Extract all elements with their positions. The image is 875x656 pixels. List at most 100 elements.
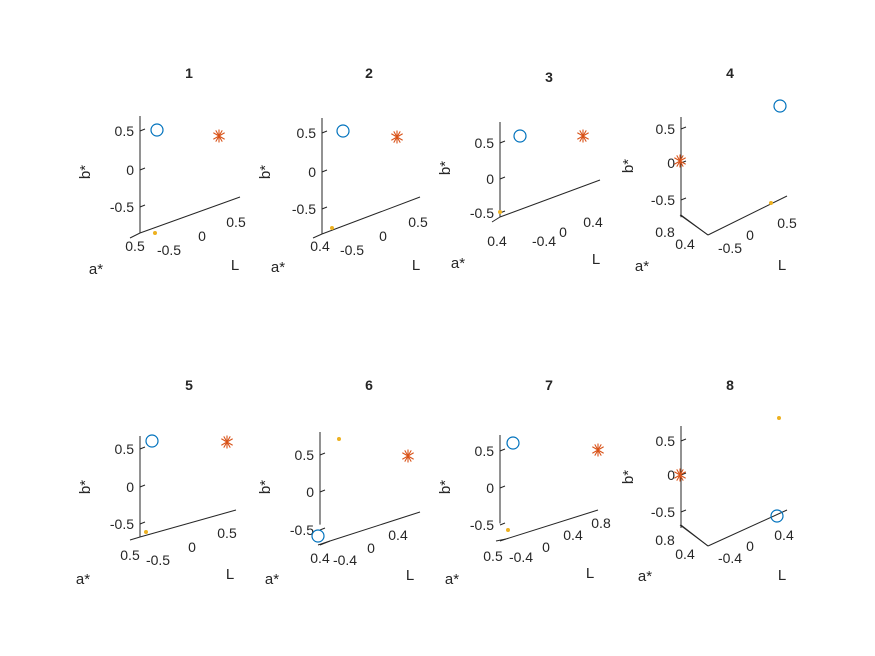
l-axis-label: L [778,567,786,584]
z-tick-label: 0.5 [295,447,315,463]
a-axis-label: a* [76,571,90,588]
subplot-5: 5 0.5 0 -0.5 -0.5 0 0.5 0.5 La* b* [76,377,237,588]
subplot-7: 7 0.5 0 -0.5 -0.4 0 0.4 0.8 0.5 La* b* [437,377,611,588]
star-stroke [393,131,401,143]
l-axis-label: L [231,257,239,274]
dot-marker [153,231,157,235]
z-tick-mark [139,521,146,525]
star-marker [674,154,686,168]
l-axis-label: L [586,565,594,582]
dot-marker [330,226,334,230]
star-stroke [579,130,587,142]
dot-marker [506,528,510,532]
b-axis-label: b* [77,480,94,494]
subplot-3: 30.50-0.5-0.400.40.4La*b* [437,69,603,272]
z-tick-label: 0 [486,171,494,187]
a-axis-label: a* [265,571,279,588]
star-stroke [594,444,602,456]
a-axis-front-line [491,216,501,223]
l-tick-label: 0.4 [388,527,408,543]
z-tick-mark [319,527,326,531]
circle-marker [770,509,784,523]
z-tick-mark [139,484,146,488]
z-tick-mark [680,126,687,130]
l-tick-label: -0.4 [509,549,533,565]
a-axis-front-line [317,540,331,546]
a-tick-label: 0.5 [125,238,145,254]
circle-marker [773,99,787,113]
z-tick-label: -0.5 [292,201,316,217]
z-tick-label: 0.5 [297,125,317,141]
a-axis-front-line [679,524,709,547]
l-tick-label: -0.4 [718,550,742,566]
dot-marker [498,210,502,214]
a-tick-label: 0.4 [487,233,507,249]
l-axis-line [139,196,241,234]
l-axis-line [329,511,421,542]
l-tick-label: 0.5 [226,214,246,230]
l-tick-label: -0.4 [532,233,556,249]
l-tick-label: -0.5 [718,240,742,256]
dot-marker [144,530,148,534]
a-tick-label: -0.5 [340,242,364,258]
l-tick-label: 0 [198,228,206,244]
z-tick-label: -0.5 [110,199,134,215]
z-tick-mark [321,130,328,134]
z-tick-mark [319,489,326,493]
b-axis-label: b* [257,165,274,179]
l-tick-label: 0.4 [563,527,583,543]
a-tick-label: 0.4 [675,546,695,562]
z-tick-mark [499,448,506,452]
z-tick-label: 0.5 [475,443,495,459]
a-tick-label: 0.4 [310,550,330,566]
b-axis-label: b* [437,161,454,175]
z-tick-mark [680,438,687,442]
subplot-title: 8 [726,377,734,393]
z-tick-mark [139,446,146,450]
subplot-title: 5 [185,377,193,393]
z-tick-mark [680,509,687,513]
l-tick-label: 0 [367,540,375,556]
z-tick-label: 0.5 [656,121,676,137]
z-tick-mark [139,204,146,208]
l-axis-line [321,196,421,235]
z-tick-label: 0.5 [115,123,135,139]
circle-marker [513,129,527,143]
a-tick-label: -0.5 [157,242,181,258]
circle-marker [145,434,159,448]
l-axis-label: L [226,566,234,583]
subplot-4: 40.50-0.5-0.500.50.80.4La*b* [620,65,797,275]
l-tick-label: 0.8 [591,515,611,531]
l-tick-label: 0 [188,539,196,555]
subplot-6: 6 0.5 0 -0.5 -0.4 0 0.4 0.4 La* b* [257,377,421,588]
b-axis-label: b* [77,165,94,179]
star-stroke [404,450,412,462]
b-axis-label: b* [437,480,454,494]
z-tick-label: 0 [667,155,675,171]
z-tick-label: -0.5 [651,504,675,520]
subplot-8: 80.50-0.5-0.400.40.80.4La*b* [620,377,794,585]
a-axis-front-line [129,232,141,239]
z-tick-mark [321,169,328,173]
z-tick-label: 0 [667,467,675,483]
a-tick-label: 0.8 [655,224,675,240]
l-tick-label: 0.4 [774,527,794,543]
a-tick-label: 0.5 [483,548,503,564]
b-axis-label: b* [620,159,637,173]
l-axis-label: L [406,567,414,584]
z-tick-label: 0 [126,162,134,178]
dot-marker [769,201,773,205]
star-marker [221,435,233,449]
b-axis-label: b* [257,480,274,494]
a-axis-front-line [679,214,709,236]
z-tick-mark [499,176,506,180]
subplot-title: 6 [365,377,373,393]
a-axis-label: a* [635,258,649,275]
z-tick-label: 0 [126,479,134,495]
a-axis-label: a* [638,568,652,585]
z-tick-label: 0 [306,484,314,500]
a-axis-label: a* [89,261,103,278]
a-tick-label: 0.4 [675,236,695,252]
star-marker [402,449,414,463]
